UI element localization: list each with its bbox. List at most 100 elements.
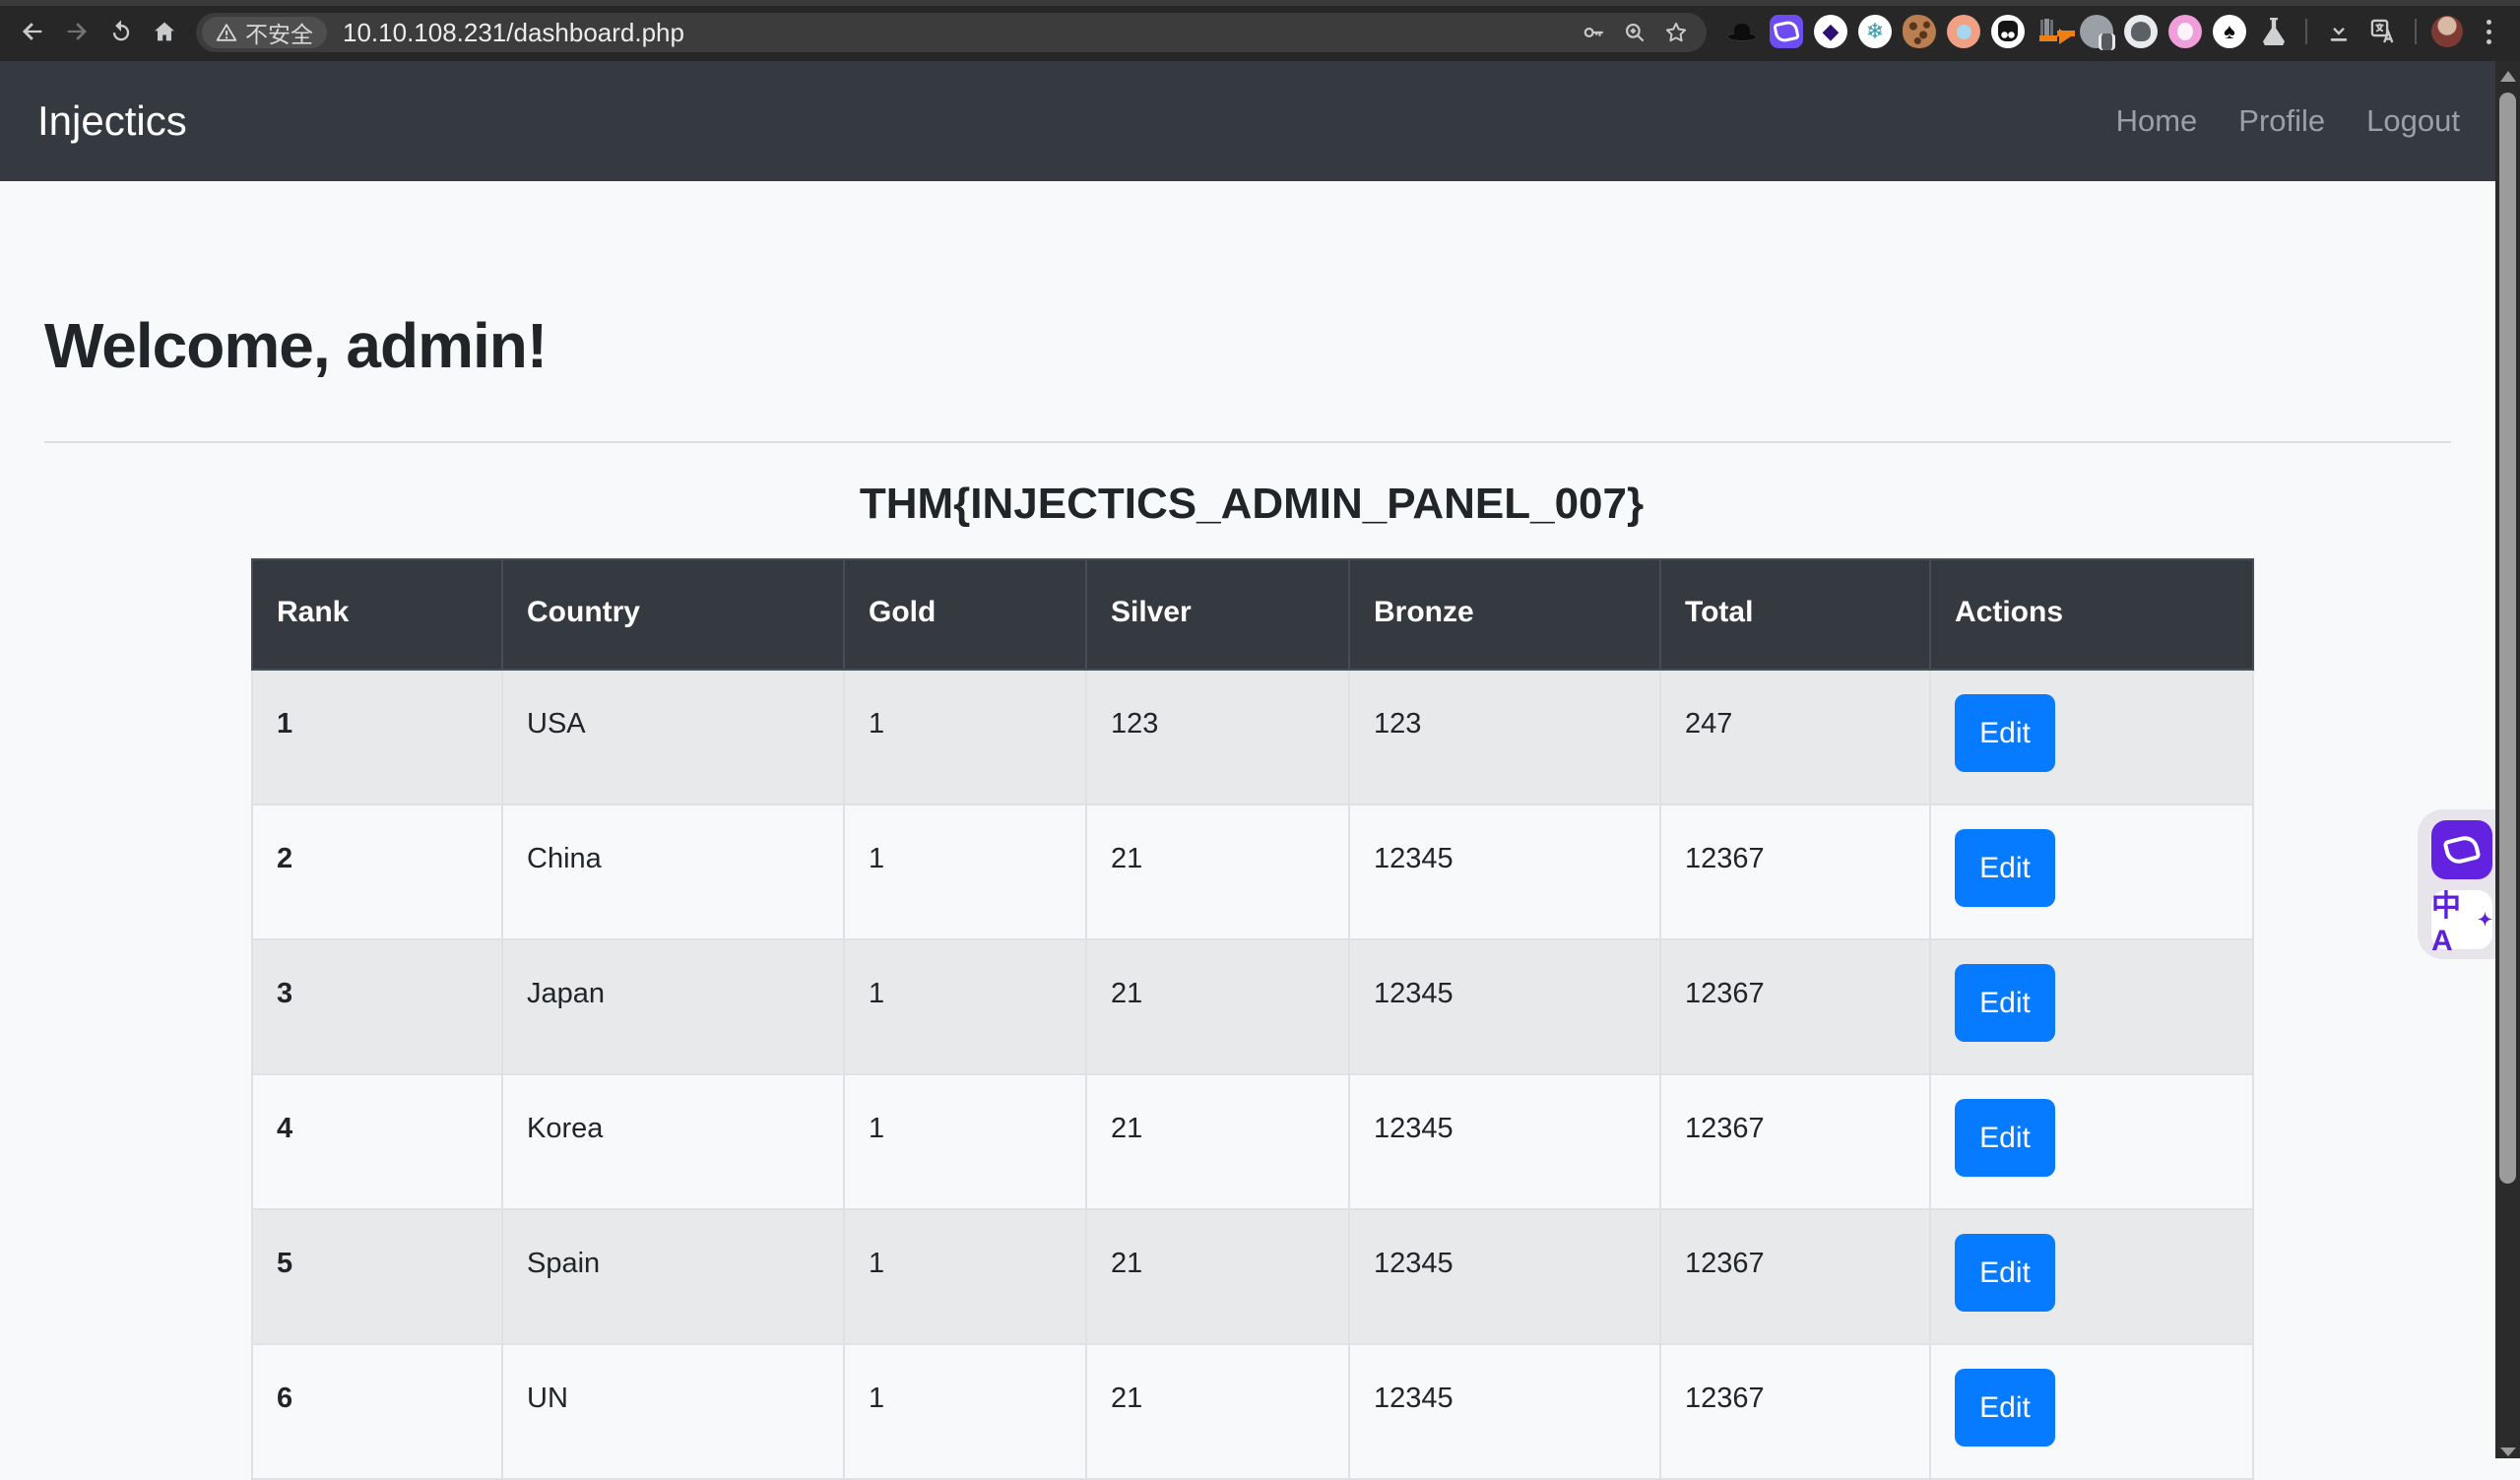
edit-button[interactable]: Edit xyxy=(1955,1234,2055,1312)
actions-cell: Edit xyxy=(1929,804,2254,940)
flask-icon[interactable] xyxy=(2257,15,2291,48)
page-title: Welcome, admin! xyxy=(44,310,548,381)
medal-table: Rank Country Gold Silver Bronze Total Actions … xyxy=(251,558,2254,1480)
web-page: Injectics Home Profile Logout Welcome, adm… xyxy=(0,61,2506,1480)
silver-cell: 21 xyxy=(1085,1073,1350,1210)
immersive-translate-icon[interactable] xyxy=(1770,15,1803,48)
bronze-cell: 12345 xyxy=(1348,804,1661,940)
total-cell: 12367 xyxy=(1659,1343,1931,1480)
browser-menu-icon[interactable] xyxy=(2474,15,2503,48)
downloads-icon[interactable] xyxy=(2322,15,2356,48)
paused-avatar-icon[interactable] xyxy=(2080,15,2115,50)
column-header-total: Total xyxy=(1659,558,1931,671)
table-row: 3 Japan 1 21 12345 12367 Edit xyxy=(251,938,2254,1075)
reload-icon[interactable] xyxy=(106,17,136,46)
country-cell: Korea xyxy=(501,1073,845,1210)
total-cell: 12367 xyxy=(1659,938,1931,1075)
column-header-country: Country xyxy=(501,558,845,671)
silver-cell: 21 xyxy=(1085,938,1350,1075)
country-cell: UN xyxy=(501,1343,845,1480)
nav-link-profile[interactable]: Profile xyxy=(2238,103,2326,138)
bookmark-star-icon[interactable] xyxy=(1663,20,1689,45)
column-header-gold: Gold xyxy=(843,558,1087,671)
gold-cell: 1 xyxy=(843,669,1087,805)
warning-triangle-icon xyxy=(216,24,237,41)
scrollbar-thumb[interactable] xyxy=(2499,93,2516,1184)
total-cell: 12367 xyxy=(1659,1208,1931,1345)
hoodie-avatar-icon[interactable] xyxy=(2124,15,2158,48)
immersive-translate-button[interactable] xyxy=(2431,820,2492,879)
brand-logo[interactable]: Injectics xyxy=(37,97,187,144)
table-row: 6 UN 1 21 12345 12367 Edit xyxy=(251,1343,2254,1480)
country-cell: USA xyxy=(501,669,845,805)
page-scrollbar[interactable] xyxy=(2495,61,2520,1458)
edit-button[interactable]: Edit xyxy=(1955,1369,2055,1447)
password-key-icon[interactable] xyxy=(1581,20,1606,45)
bronze-cell: 12345 xyxy=(1348,1343,1661,1480)
bronze-cell: 12345 xyxy=(1348,1073,1661,1210)
edit-button[interactable]: Edit xyxy=(1955,964,2055,1042)
nav-links: Home Profile Logout xyxy=(2116,103,2460,139)
actions-cell: Edit xyxy=(1929,938,2254,1075)
nav-link-home[interactable]: Home xyxy=(2115,103,2198,138)
window-top-strip xyxy=(0,0,2520,6)
nav-link-logout[interactable]: Logout xyxy=(2366,103,2460,138)
table-row: 2 China 1 21 12345 12367 Edit xyxy=(251,804,2254,940)
dark-mask-icon[interactable] xyxy=(1991,15,2025,48)
edit-button[interactable]: Edit xyxy=(1955,1099,2055,1177)
site-security-chip[interactable]: 不安全 xyxy=(202,17,327,48)
silver-cell: 21 xyxy=(1085,1343,1350,1480)
scrollbar-down-arrow[interactable] xyxy=(2500,1448,2516,1456)
forward-icon[interactable] xyxy=(62,17,92,46)
edit-button[interactable]: Edit xyxy=(1955,694,2055,772)
bronze-cell: 123 xyxy=(1348,669,1661,805)
country-cell: Japan xyxy=(501,938,845,1075)
rank-cell: 5 xyxy=(251,1208,503,1345)
zoom-magnifier-icon[interactable] xyxy=(1622,20,1648,45)
snowflake-icon[interactable]: ❄ xyxy=(1858,15,1892,48)
edit-button[interactable]: Edit xyxy=(1955,829,2055,907)
actions-cell: Edit xyxy=(1929,669,2254,805)
table-row: 4 Korea 1 21 12345 12367 Edit xyxy=(251,1073,2254,1210)
back-icon[interactable] xyxy=(18,17,47,46)
column-header-actions: Actions xyxy=(1929,558,2254,671)
address-bar[interactable]: 不安全 10.10.108.231/dashboard.php xyxy=(196,13,1707,52)
rank-cell: 4 xyxy=(251,1073,503,1210)
profile-avatar[interactable] xyxy=(2431,16,2463,47)
orange-ring-icon[interactable] xyxy=(1947,15,1980,48)
silver-cell: 123 xyxy=(1085,669,1350,805)
bronze-cell: 12345 xyxy=(1348,938,1661,1075)
actions-cell: Edit xyxy=(1929,1208,2254,1345)
translate-text-button[interactable]: 中A ✦ xyxy=(2431,890,2492,957)
url-text[interactable]: 10.10.108.231/dashboard.php xyxy=(343,17,684,47)
table-title-flag: THM{INJECTICS_ADMIN_PANEL_007} xyxy=(859,480,1645,528)
orange-arrow-icon[interactable] xyxy=(2035,15,2071,48)
extensions-row: ◆ ❄ ♠ xyxy=(1725,14,2503,50)
fedora-hat-icon[interactable] xyxy=(1725,15,1759,48)
total-cell: 12367 xyxy=(1659,804,1931,940)
translate-page-icon[interactable] xyxy=(2366,15,2400,48)
rank-cell: 2 xyxy=(251,804,503,940)
browser-toolbar: 不安全 10.10.108.231/dashboard.php ◆ ❄ ♠ xyxy=(0,0,2520,61)
silver-cell: 21 xyxy=(1085,804,1350,940)
column-header-rank: Rank xyxy=(251,558,503,671)
home-icon[interactable] xyxy=(150,17,179,46)
horizontal-rule xyxy=(44,441,2451,443)
silver-cell: 21 xyxy=(1085,1208,1350,1345)
actions-cell: Edit xyxy=(1929,1073,2254,1210)
gold-cell: 1 xyxy=(843,1208,1087,1345)
pink-avatar-icon[interactable] xyxy=(2168,15,2202,48)
column-header-silver: Silver xyxy=(1085,558,1350,671)
gold-cell: 1 xyxy=(843,1073,1087,1210)
toolbar-divider-2 xyxy=(2415,19,2417,44)
medal-table-wrap: Rank Country Gold Silver Bronze Total Actions … xyxy=(251,558,2254,1480)
security-chip-label: 不安全 xyxy=(245,22,313,47)
translate-float-widget: 中A ✦ xyxy=(2418,809,2506,959)
cookie-icon[interactable] xyxy=(1903,15,1936,48)
total-cell: 12367 xyxy=(1659,1073,1931,1210)
purple-diamond-icon[interactable]: ◆ xyxy=(1814,15,1847,48)
gold-cell: 1 xyxy=(843,938,1087,1075)
spade-icon[interactable]: ♠ xyxy=(2213,15,2246,48)
scrollbar-up-arrow[interactable] xyxy=(2500,71,2516,82)
country-cell: Spain xyxy=(501,1208,845,1345)
